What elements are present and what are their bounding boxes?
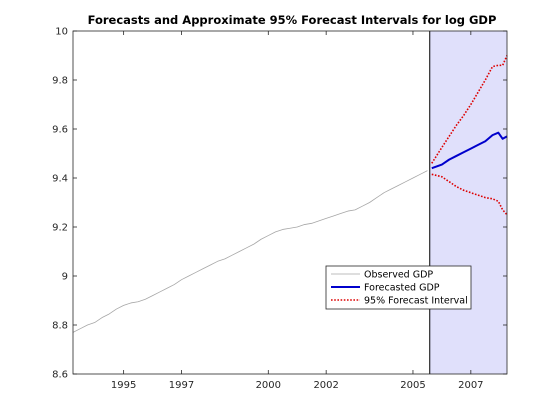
axes-box [72, 30, 508, 375]
y-tick-label: 9.8 [52, 76, 68, 87]
legend: Observed GDP Forecasted GDP 95% Forecast I… [325, 265, 472, 310]
x-tick-label: 1997 [169, 380, 194, 391]
y-tick-label: 8.6 [52, 370, 68, 381]
legend-label: 95% Forecast Interval [364, 296, 468, 307]
chart-title: Forecasts and Approximate 95% Forecast I… [88, 13, 497, 27]
series-line-95-forecast-interval-upper [431, 55, 508, 164]
legend-label: Observed GDP [364, 270, 433, 281]
y-tick-label: 9.2 [52, 223, 68, 234]
y-tick-label: 9.4 [52, 174, 68, 185]
axes: 1995 1997 2000 2002 2005 2007 8.6 8.8 9 9.2 9.4 9.6… [52, 27, 508, 391]
y-tick-label: 9 [62, 272, 68, 283]
plot-area [72, 31, 508, 374]
forecast-region [429, 31, 507, 374]
x-tick-label: 2007 [458, 380, 483, 391]
series-line-95-forecast-interval-lower [431, 173, 508, 216]
y-tick-label: 10 [55, 27, 68, 38]
x-tick-label: 2005 [400, 380, 425, 391]
x-tick-label: 2002 [313, 380, 338, 391]
y-tick-label: 8.8 [52, 321, 68, 332]
y-tick-label: 9.6 [52, 125, 68, 136]
series-line-forecasted-gdp [431, 131, 508, 170]
x-tick-label: 2000 [256, 380, 281, 391]
legend-box [325, 265, 472, 310]
x-tick-label: 1995 [111, 380, 136, 391]
series-line-observed-gdp [72, 170, 428, 333]
legend-label: Forecasted GDP [364, 283, 440, 294]
